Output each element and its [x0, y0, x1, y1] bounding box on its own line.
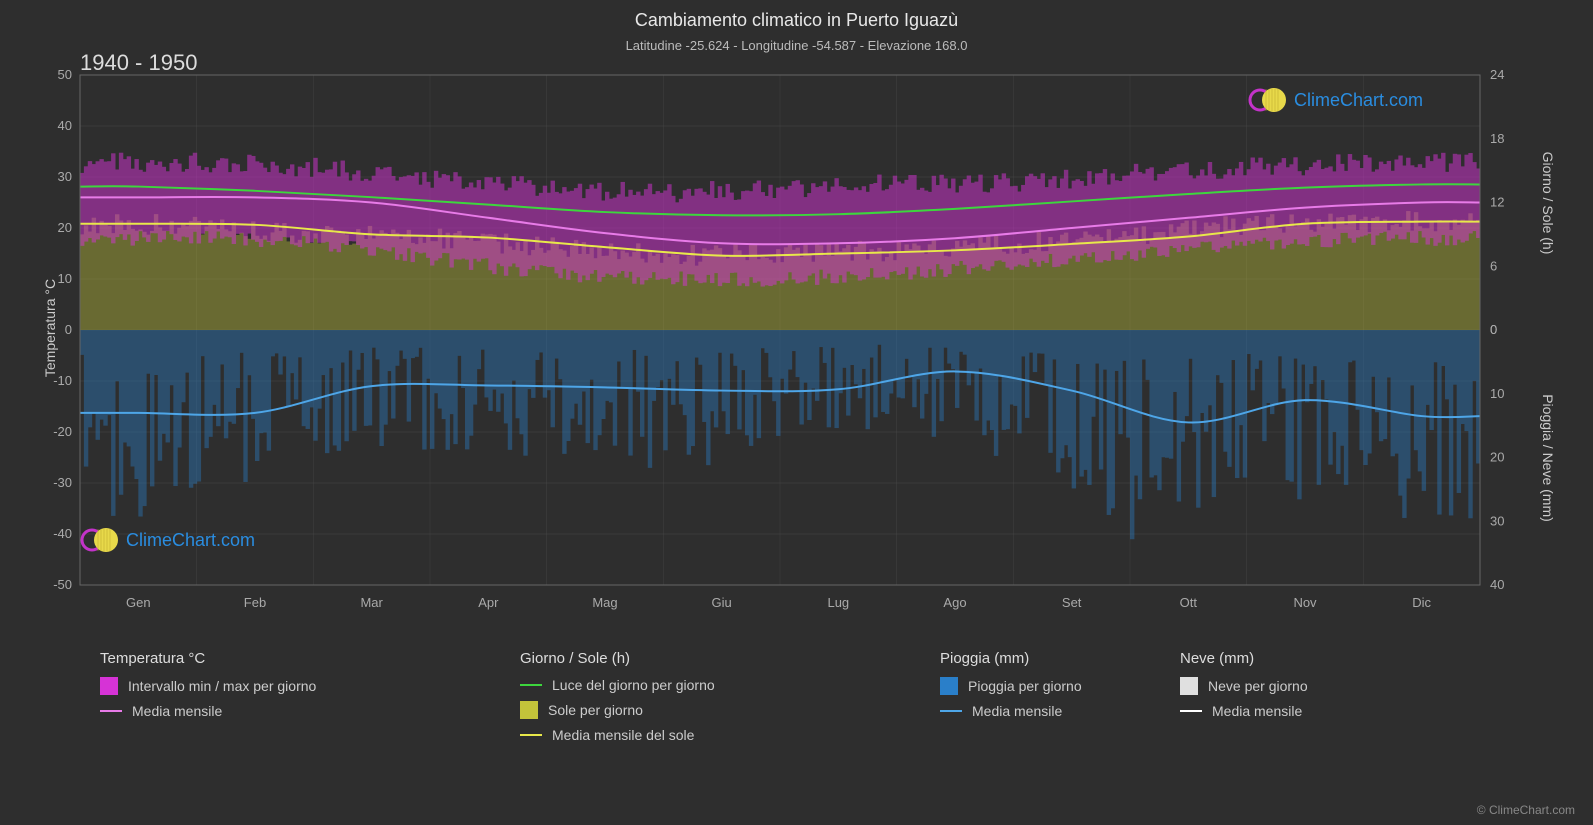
- legend-header: Pioggia (mm): [940, 650, 1082, 667]
- svg-text:0: 0: [1490, 322, 1497, 337]
- svg-text:Ago: Ago: [943, 595, 966, 610]
- svg-text:ClimeChart.com: ClimeChart.com: [1294, 90, 1423, 110]
- svg-text:Gen: Gen: [126, 595, 151, 610]
- legend-item: Media mensile del sole: [520, 727, 715, 743]
- legend-item: Media mensile: [1180, 703, 1308, 719]
- legend-swatch-line: [940, 710, 962, 712]
- y-axis-right-bottom-label: Pioggia / Neve (mm): [1540, 358, 1556, 558]
- legend-swatch-line: [1180, 710, 1202, 712]
- svg-text:20: 20: [58, 220, 72, 235]
- svg-text:Lug: Lug: [827, 595, 849, 610]
- svg-text:-30: -30: [53, 475, 72, 490]
- legend-label: Media mensile: [1212, 703, 1302, 719]
- svg-text:Giu: Giu: [712, 595, 732, 610]
- svg-text:Dic: Dic: [1412, 595, 1431, 610]
- svg-text:40: 40: [58, 118, 72, 133]
- legend-label: Intervallo min / max per giorno: [128, 678, 316, 694]
- legend-group: Neve (mm) Neve per giorno Media mensile: [1180, 650, 1308, 727]
- svg-text:6: 6: [1490, 258, 1497, 273]
- legend-item: Media mensile: [940, 703, 1082, 719]
- legend-swatch-line: [520, 734, 542, 736]
- legend-swatch-square: [1180, 677, 1198, 695]
- svg-text:20: 20: [1490, 450, 1504, 465]
- legend-label: Media mensile: [972, 703, 1062, 719]
- svg-text:Feb: Feb: [244, 595, 266, 610]
- y-axis-left-label: Temperatura °C: [42, 253, 58, 403]
- svg-text:Nov: Nov: [1293, 595, 1317, 610]
- svg-text:18: 18: [1490, 131, 1504, 146]
- legend-label: Media mensile: [132, 703, 222, 719]
- legend-label: Luce del giorno per giorno: [552, 677, 715, 693]
- copyright-text: © ClimeChart.com: [1477, 803, 1575, 817]
- climate-chart-container: Cambiamento climatico in Puerto Iguazù L…: [0, 0, 1593, 825]
- svg-text:-50: -50: [53, 577, 72, 592]
- legend-swatch-square: [100, 677, 118, 695]
- svg-text:Mag: Mag: [592, 595, 617, 610]
- chart-plot-svg: 50403020100-10-20-30-40-5024181260010203…: [0, 0, 1593, 640]
- legend-item: Pioggia per giorno: [940, 677, 1082, 695]
- legend-swatch-square: [940, 677, 958, 695]
- legend-group: Temperatura °C Intervallo min / max per g…: [100, 650, 316, 727]
- svg-text:0: 0: [65, 322, 72, 337]
- legend-swatch-square: [520, 701, 538, 719]
- legend-swatch-line: [520, 684, 542, 686]
- legend-group: Giorno / Sole (h) Luce del giorno per gio…: [520, 650, 715, 751]
- svg-text:30: 30: [58, 169, 72, 184]
- legend-label: Sole per giorno: [548, 702, 643, 718]
- legend-item: Neve per giorno: [1180, 677, 1308, 695]
- legend-swatch-line: [100, 710, 122, 712]
- legend-group: Pioggia (mm) Pioggia per giorno Media mens…: [940, 650, 1082, 727]
- legend-header: Neve (mm): [1180, 650, 1308, 667]
- svg-text:-20: -20: [53, 424, 72, 439]
- legend-label: Neve per giorno: [1208, 678, 1308, 694]
- svg-text:ClimeChart.com: ClimeChart.com: [126, 530, 255, 550]
- legend-header: Giorno / Sole (h): [520, 650, 715, 667]
- legend-item: Media mensile: [100, 703, 316, 719]
- svg-text:-40: -40: [53, 526, 72, 541]
- legend-item: Sole per giorno: [520, 701, 715, 719]
- y-axis-right-top-label: Giorno / Sole (h): [1540, 113, 1556, 293]
- svg-text:12: 12: [1490, 195, 1504, 210]
- legend-label: Media mensile del sole: [552, 727, 694, 743]
- svg-text:30: 30: [1490, 513, 1504, 528]
- svg-text:24: 24: [1490, 67, 1504, 82]
- svg-text:Mar: Mar: [360, 595, 383, 610]
- svg-text:Apr: Apr: [478, 595, 499, 610]
- svg-text:50: 50: [58, 67, 72, 82]
- svg-text:Set: Set: [1062, 595, 1082, 610]
- legend-item: Intervallo min / max per giorno: [100, 677, 316, 695]
- legend-label: Pioggia per giorno: [968, 678, 1082, 694]
- legend-header: Temperatura °C: [100, 650, 316, 667]
- legend-item: Luce del giorno per giorno: [520, 677, 715, 693]
- svg-text:40: 40: [1490, 577, 1504, 592]
- svg-text:10: 10: [58, 271, 72, 286]
- svg-text:Ott: Ott: [1180, 595, 1198, 610]
- svg-text:10: 10: [1490, 386, 1504, 401]
